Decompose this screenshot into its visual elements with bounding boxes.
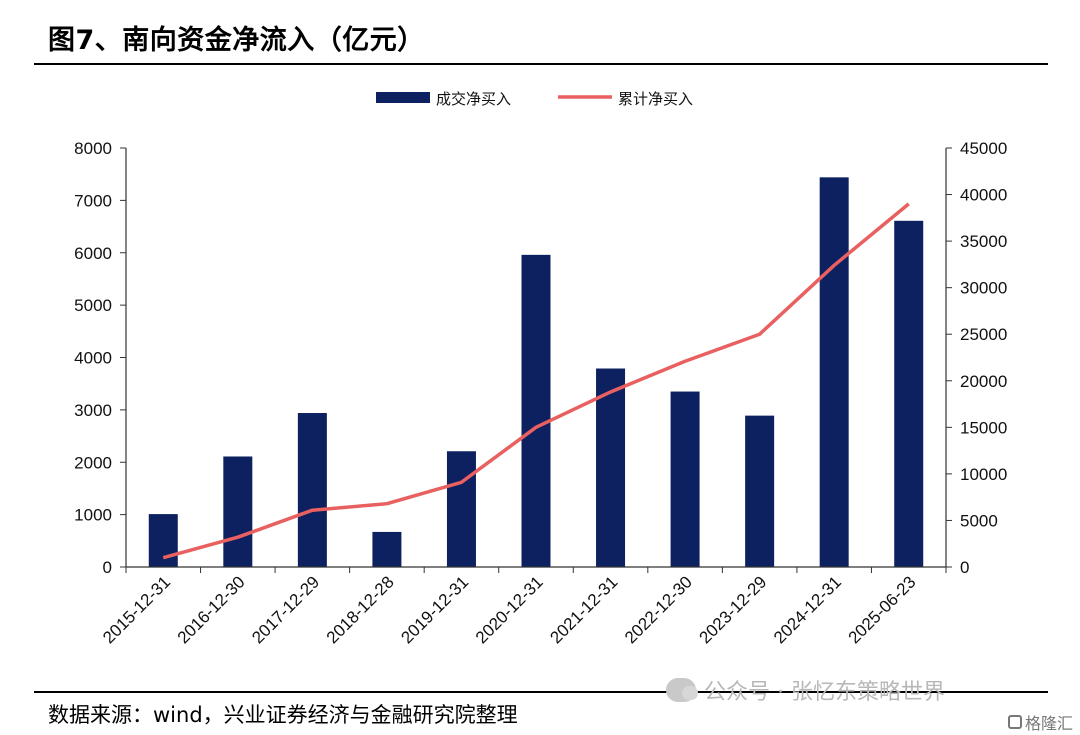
bar-series bbox=[148, 177, 924, 567]
bar bbox=[148, 514, 178, 567]
y-left-tick-label: 6000 bbox=[74, 244, 112, 263]
top-rule bbox=[34, 63, 1048, 65]
bar bbox=[819, 177, 849, 567]
legend-line-label: 累计净买入 bbox=[618, 90, 693, 108]
y-left-tick-label: 4000 bbox=[74, 349, 112, 368]
bottom-rule bbox=[34, 691, 1048, 693]
wechat-icon bbox=[666, 678, 698, 702]
x-tick-label: 2023-12-29 bbox=[696, 572, 771, 647]
y-left-tick-label: 1000 bbox=[74, 506, 112, 525]
bar bbox=[745, 415, 775, 567]
chart-canvas: 0 1000 2000 3000 4000 5000 6000 7000 8000 0 5000 10… bbox=[74, 90, 1007, 647]
brand-text: 格隆汇 bbox=[1025, 714, 1074, 733]
bar bbox=[894, 220, 924, 567]
x-tick-label: 2024-12-31 bbox=[770, 572, 845, 647]
y-left-tick-label: 5000 bbox=[74, 296, 112, 315]
x-tick-label: 2025-06-23 bbox=[845, 572, 920, 647]
y-left-tick-label: 8000 bbox=[74, 139, 112, 158]
line-series bbox=[162, 202, 910, 560]
brand-logo-icon bbox=[1008, 715, 1022, 729]
y-right-tick-label: 40000 bbox=[960, 186, 1007, 205]
y-left-tick-label: 3000 bbox=[74, 401, 112, 420]
y-right-tick-label: 45000 bbox=[960, 139, 1007, 158]
legend-bar-swatch bbox=[376, 92, 430, 103]
x-tick-label: 2021-12-31 bbox=[546, 572, 621, 647]
x-tick-label: 2022-12-30 bbox=[621, 572, 696, 647]
bar bbox=[446, 451, 476, 567]
x-tick-label: 2016-12-30 bbox=[174, 572, 249, 647]
x-tick-label: 2018-12-28 bbox=[323, 572, 398, 647]
y-left-tick-label: 7000 bbox=[74, 191, 112, 210]
bar bbox=[223, 456, 253, 567]
legend-bar-label: 成交净买入 bbox=[436, 90, 511, 108]
y-left-tick-label: 2000 bbox=[74, 453, 112, 472]
brand-mark: 格隆汇 bbox=[1008, 710, 1073, 734]
y-right-tick-label: 30000 bbox=[960, 279, 1007, 298]
x-tick-label: 2020-12-31 bbox=[472, 572, 547, 647]
y-right-tick-label: 5000 bbox=[960, 511, 998, 530]
source-note: 数据来源：wind，兴业证券经济与金融研究院整理 bbox=[48, 703, 518, 727]
y-right-tick-label: 0 bbox=[960, 558, 969, 577]
bar bbox=[596, 368, 626, 567]
bar bbox=[670, 391, 700, 567]
y-left-tick-label: 0 bbox=[103, 558, 112, 577]
y-right-tick-label: 35000 bbox=[960, 232, 1007, 251]
x-tick-label: 2017-12-29 bbox=[248, 572, 323, 647]
watermark: 公众号 · 张忆东策略世界 bbox=[666, 674, 945, 706]
watermark-text: 公众号 · 张忆东策略世界 bbox=[704, 680, 945, 705]
chart-title: 图7、南向资金净流入（亿元） bbox=[48, 25, 425, 56]
bar bbox=[297, 413, 327, 567]
x-tick-label: 2015-12-31 bbox=[99, 572, 174, 647]
legend: 成交净买入 累计净买入 bbox=[376, 90, 693, 108]
y-right-tick-label: 10000 bbox=[960, 465, 1007, 484]
y-right-tick-label: 15000 bbox=[960, 418, 1007, 437]
y-right-tick-label: 20000 bbox=[960, 372, 1007, 391]
x-tick-label: 2019-12-31 bbox=[397, 572, 472, 647]
y-right-tick-label: 25000 bbox=[960, 325, 1007, 344]
bar bbox=[372, 531, 402, 567]
bar bbox=[521, 254, 551, 567]
